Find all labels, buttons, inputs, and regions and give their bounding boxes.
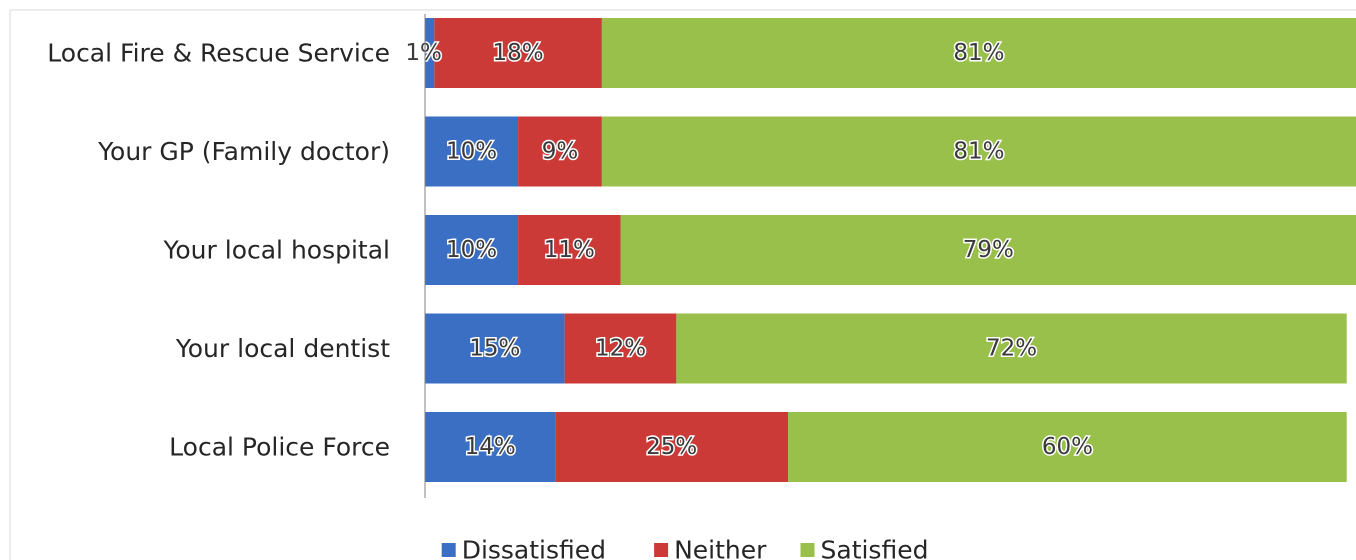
bar-satisfied-your-local-dentist bbox=[676, 313, 1347, 384]
data-label-dissatisfied-local-fire-and-rescue-service: 1% bbox=[405, 40, 442, 66]
category-labels-layer: Local Fire & Rescue Service Your GP (Fami… bbox=[47, 39, 390, 462]
bars-layer bbox=[425, 18, 1356, 482]
bar-dissatisfied-local-police-force bbox=[425, 412, 556, 482]
bar-dissatisfied-your-gp-family-doctor bbox=[425, 116, 519, 187]
legend-swatch-dissatisfied bbox=[441, 543, 456, 557]
category-label-local-fire-and-rescue-service: Local Fire & Rescue Service bbox=[47, 39, 390, 68]
bar-dissatisfied-your-local-dentist bbox=[425, 313, 565, 384]
data-label-satisfied-local-fire-and-rescue-service: 81% bbox=[953, 40, 1004, 66]
data-label-satisfied-your-gp-family-doctor: 81% bbox=[953, 139, 1004, 165]
data-label-neither-your-local-hospital: 11% bbox=[544, 237, 595, 263]
legend-swatch-satisfied bbox=[800, 543, 815, 557]
legend: Dissatisfied Neither Satisfied bbox=[441, 536, 929, 560]
bar-neither-local-fire-and-rescue-service bbox=[434, 18, 602, 88]
bar-satisfied-local-fire-and-rescue-service bbox=[601, 18, 1356, 88]
data-label-satisfied-your-local-dentist: 72% bbox=[986, 336, 1037, 362]
data-label-dissatisfied-local-police-force: 14% bbox=[465, 434, 516, 460]
data-label-dissatisfied-your-gp-family-doctor: 10% bbox=[446, 139, 497, 165]
legend-label-dissatisfied: Dissatisfied bbox=[462, 536, 606, 560]
bar-neither-your-gp-family-doctor bbox=[518, 116, 602, 187]
data-label-neither-local-fire-and-rescue-service: 18% bbox=[493, 40, 544, 66]
data-label-neither-your-local-dentist: 12% bbox=[595, 336, 646, 362]
bar-satisfied-local-police-force bbox=[788, 412, 1347, 482]
category-label-your-local-dentist: Your local dentist bbox=[175, 334, 390, 363]
data-label-satisfied-local-police-force: 60% bbox=[1042, 434, 1093, 460]
legend-swatch-neither bbox=[654, 543, 669, 557]
bar-dissatisfied-your-local-hospital bbox=[425, 215, 519, 285]
category-label-local-police-force: Local Police Force bbox=[169, 433, 390, 462]
data-label-neither-local-police-force: 25% bbox=[646, 434, 697, 460]
bar-neither-your-local-hospital bbox=[518, 215, 621, 285]
data-label-dissatisfied-your-local-hospital: 10% bbox=[446, 237, 497, 263]
bar-satisfied-your-gp-family-doctor bbox=[601, 116, 1356, 187]
data-label-neither-your-gp-family-doctor: 9% bbox=[542, 139, 579, 165]
bar-neither-local-police-force bbox=[555, 412, 789, 482]
data-label-satisfied-your-local-hospital: 79% bbox=[963, 237, 1014, 263]
bar-dissatisfied-local-fire-and-rescue-service bbox=[425, 18, 435, 88]
legend-label-neither: Neither bbox=[674, 536, 767, 560]
bar-neither-your-local-dentist bbox=[564, 313, 677, 384]
data-label-dissatisfied-your-local-dentist: 15% bbox=[469, 336, 520, 362]
category-label-your-local-hospital: Your local hospital bbox=[162, 236, 390, 265]
bar-satisfied-your-local-hospital bbox=[620, 215, 1356, 285]
legend-label-satisfied: Satisfied bbox=[821, 536, 929, 560]
data-labels-layer: 1% 18% 81% 10% 9% 81% 10% 11% 79% 15% 12% 72% 14% 25%… bbox=[404, 39, 1095, 462]
category-label-your-gp-family-doctor: Your GP (Family doctor) bbox=[97, 137, 390, 166]
